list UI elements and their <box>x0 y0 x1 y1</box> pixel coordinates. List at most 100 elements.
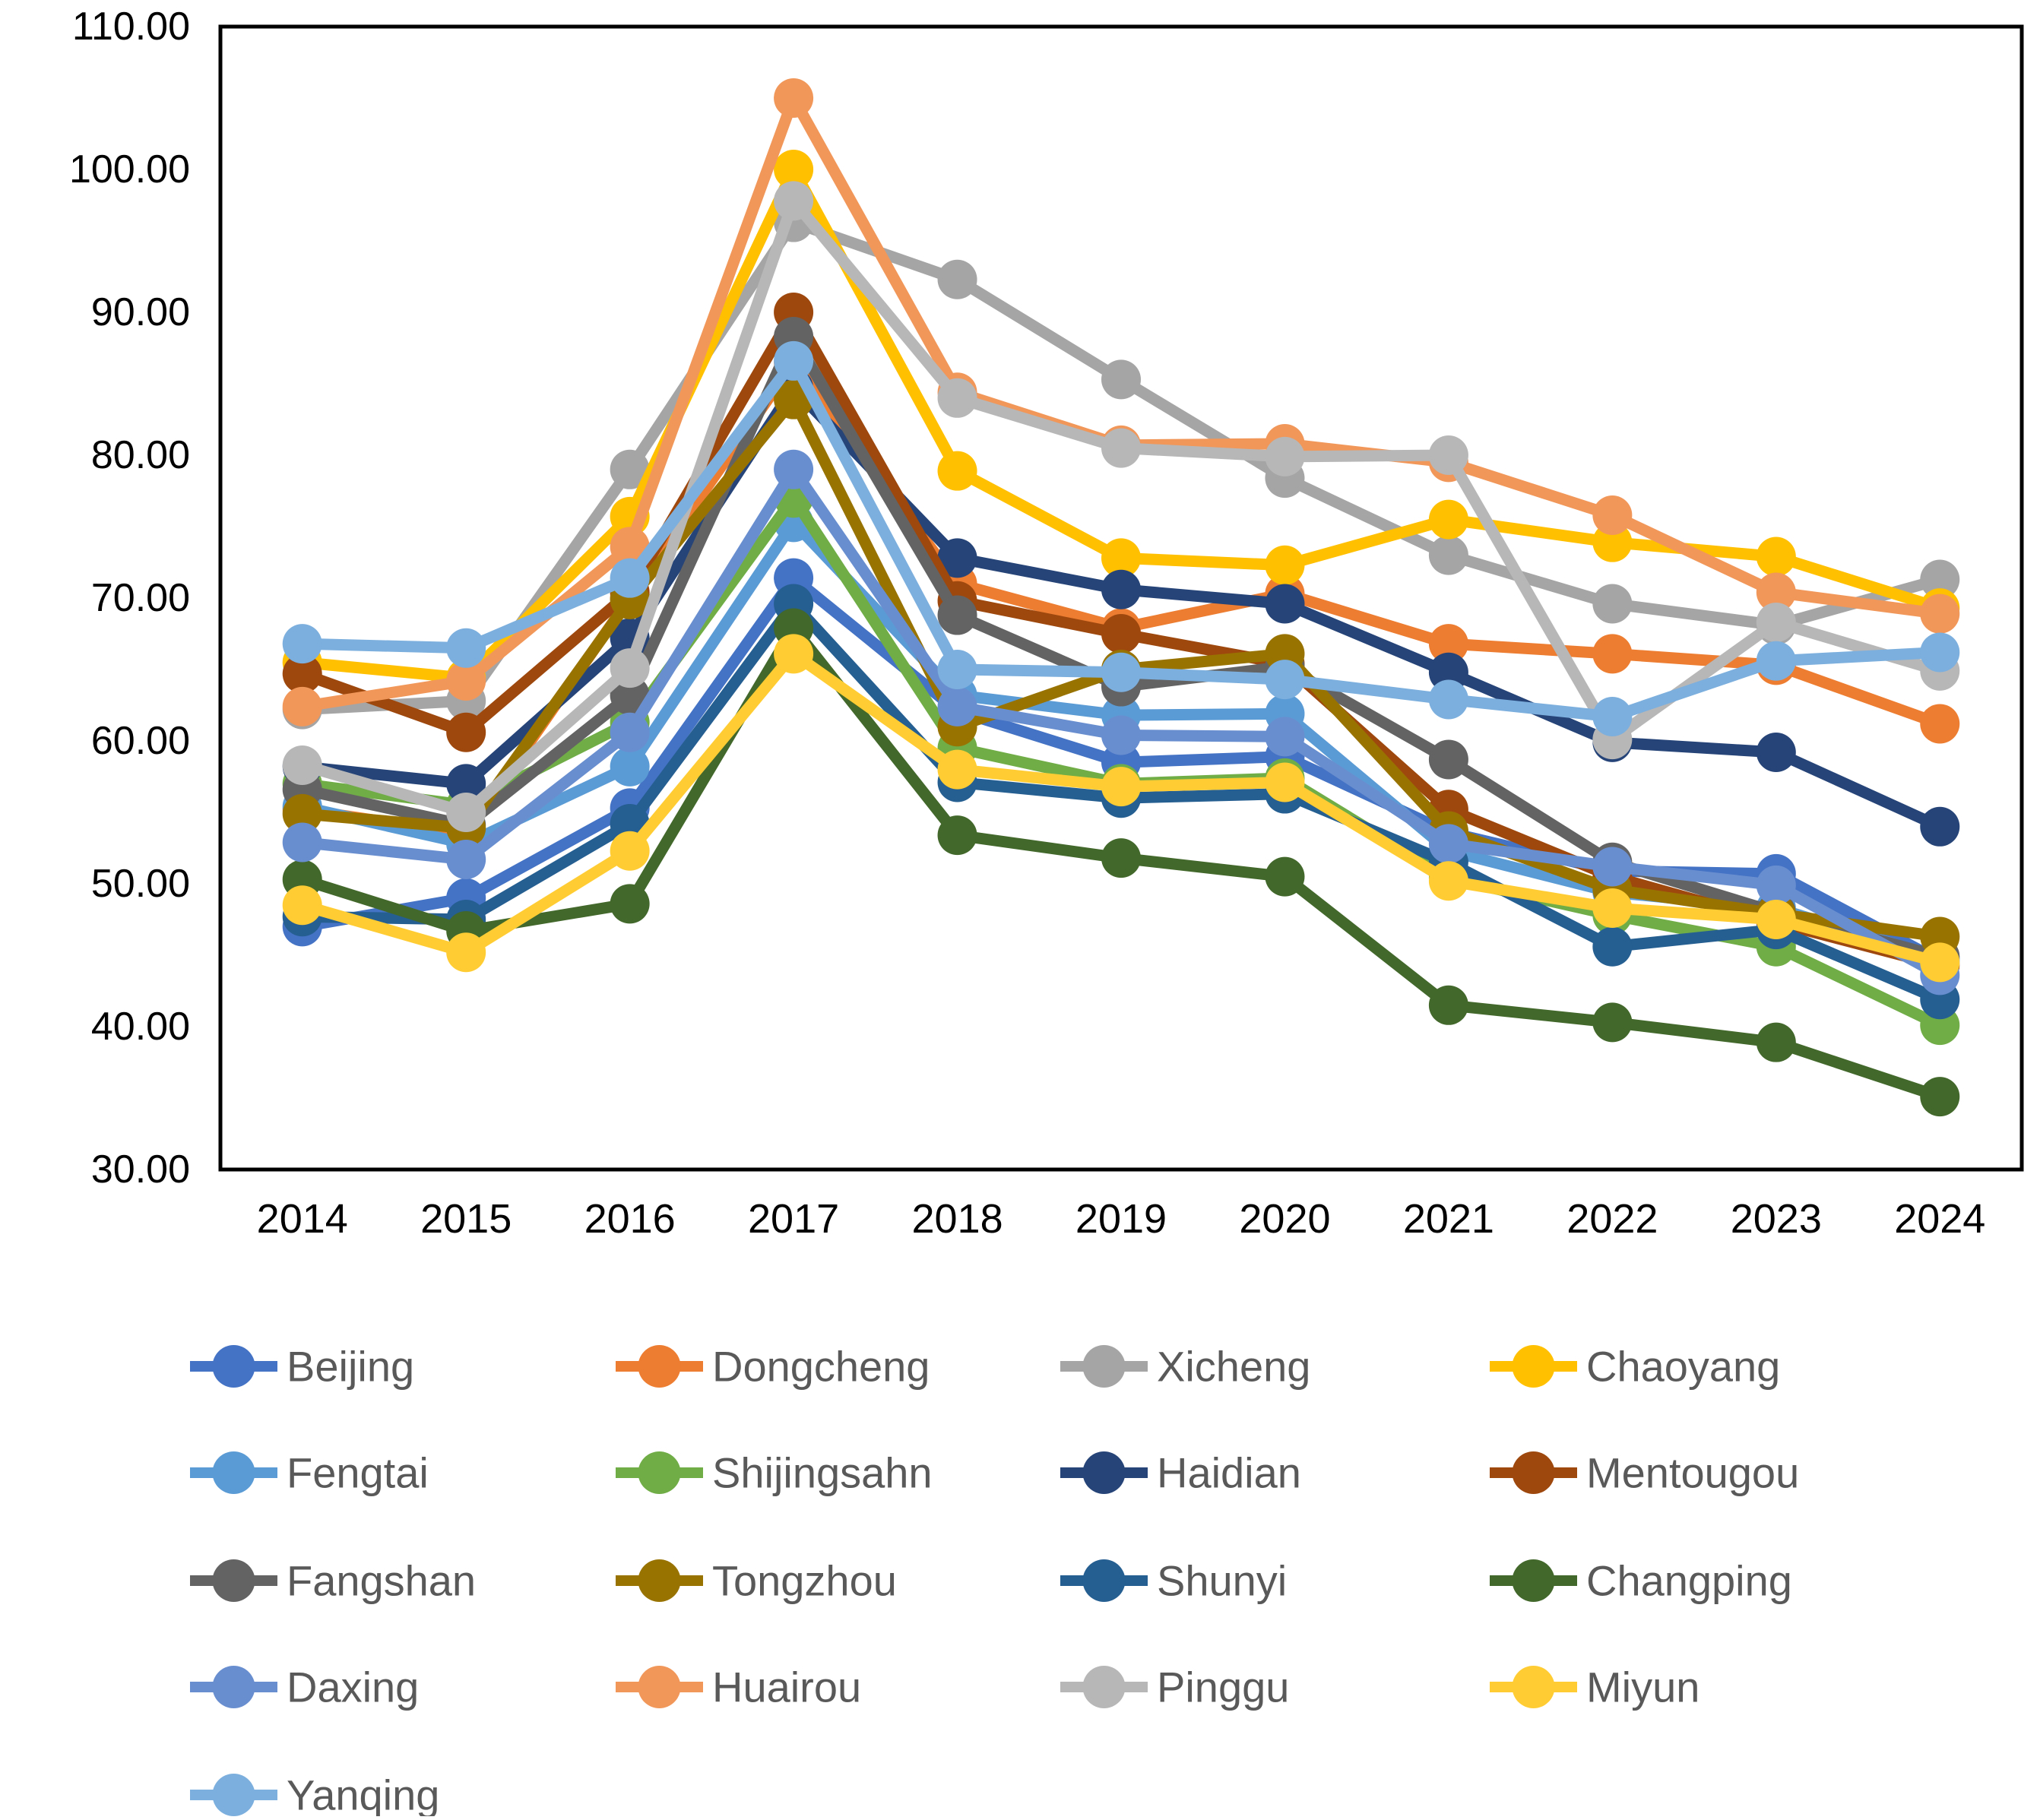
data-point-xicheng-2016 <box>610 449 650 489</box>
data-point-changping-2024 <box>1920 1077 1960 1117</box>
data-point-miyun-2015 <box>446 932 486 973</box>
legend-marker-dot <box>1082 1451 1126 1494</box>
data-point-daxing-2021 <box>1428 824 1468 864</box>
y-tick-label: 100.00 <box>69 147 190 191</box>
data-point-xicheng-2021 <box>1428 535 1468 575</box>
data-point-changping-2022 <box>1592 1002 1633 1043</box>
data-point-yanqing-2024 <box>1920 632 1960 673</box>
plot-border <box>218 24 2024 1172</box>
data-point-dongcheng-2024 <box>1920 704 1960 744</box>
data-point-fengtai-2016 <box>610 746 650 787</box>
data-point-miyun-2024 <box>1920 942 1960 983</box>
legend-marker-dot <box>1082 1559 1126 1602</box>
legend-item-chaoyang: Chaoyang <box>1490 1343 1780 1391</box>
data-point-miyun-2023 <box>1756 900 1796 939</box>
data-point-pinggu-2023 <box>1756 602 1796 642</box>
legend-label: Xicheng <box>1157 1343 1310 1391</box>
data-point-daxing-2016 <box>610 712 650 752</box>
data-point-chaoyang-2019 <box>1101 538 1141 578</box>
legend-marker-dot <box>1512 1666 1555 1708</box>
x-tick-label: 2019 <box>1075 1196 1167 1242</box>
data-point-haidian-2015 <box>446 764 486 804</box>
data-point-haidian-2024 <box>1920 806 1960 847</box>
data-point-miyun-2021 <box>1428 861 1468 901</box>
data-point-chaoyang-2017 <box>774 150 814 189</box>
x-tick-label: 2021 <box>1403 1196 1494 1242</box>
legend-label: Dongcheng <box>712 1343 930 1391</box>
legend-item-mentougou: Mentougou <box>1490 1449 1799 1497</box>
legend-item-xicheng: Xicheng <box>1060 1343 1310 1391</box>
legend-label: Tongzhou <box>712 1557 897 1605</box>
legend-label: Fangshan <box>287 1557 476 1605</box>
data-point-xicheng-2019 <box>1101 359 1141 400</box>
legend-item-fangshan: Fangshan <box>190 1557 476 1605</box>
data-point-yanqing-2018 <box>937 650 977 689</box>
legend-label: Mentougou <box>1586 1449 1799 1497</box>
data-point-miyun-2017 <box>774 634 814 674</box>
legend-label: Pinggu <box>1157 1663 1289 1711</box>
data-point-yanqing-2022 <box>1592 697 1633 737</box>
data-point-chaoyang-2018 <box>937 451 977 491</box>
legend-marker-dot <box>638 1451 681 1494</box>
legend-marker-dot <box>1082 1666 1126 1708</box>
data-point-yanqing-2016 <box>610 558 650 598</box>
data-point-yanqing-2019 <box>1101 652 1141 692</box>
legend-marker-dot <box>638 1345 681 1388</box>
legend-marker-dot <box>1512 1451 1555 1494</box>
legend-marker-dot <box>1082 1345 1126 1388</box>
x-axis-tick-labels: 2014 2015 2016 2017 2018 2019 2020 2021 2022 2023… <box>257 1196 1986 1242</box>
legend-marker-dot <box>212 1345 255 1388</box>
y-tick-label: 90.00 <box>91 290 190 334</box>
data-point-dongcheng-2021 <box>1428 624 1468 664</box>
data-point-pinggu-2016 <box>610 648 650 688</box>
legend-item-miyun: Miyun <box>1490 1663 1699 1711</box>
data-point-pinggu-2018 <box>937 378 977 418</box>
legend-item-haidian: Haidian <box>1060 1449 1301 1497</box>
data-point-yanqing-2014 <box>282 624 322 664</box>
legend-marker-dot <box>212 1559 255 1602</box>
data-point-miyun-2019 <box>1101 767 1141 807</box>
legend-marker-dot <box>212 1774 255 1816</box>
data-point-fangshan-2018 <box>937 595 977 635</box>
legend-item-shunyi: Shunyi <box>1060 1557 1287 1605</box>
legend-item-daxing: Daxing <box>190 1663 419 1711</box>
data-point-yanqing-2017 <box>774 340 814 381</box>
y-tick-label: 40.00 <box>91 1005 190 1049</box>
data-point-miyun-2020 <box>1265 762 1305 802</box>
data-point-daxing-2014 <box>282 822 322 863</box>
data-point-huairou-2017 <box>774 78 814 118</box>
legend-label: Yanqing <box>287 1771 439 1817</box>
data-point-huairou-2023 <box>1756 572 1796 612</box>
data-point-chaoyang-2020 <box>1265 545 1305 585</box>
data-point-daxing-2018 <box>937 686 977 726</box>
legend-label: Chaoyang <box>1586 1343 1780 1391</box>
legend-item-pinggu: Pinggu <box>1060 1663 1289 1711</box>
data-point-huairou-2015 <box>446 661 486 701</box>
legend-marker-dot <box>1512 1559 1555 1602</box>
data-point-daxing-2019 <box>1101 715 1141 755</box>
legend-label: Haidian <box>1157 1449 1301 1497</box>
data-point-miyun-2022 <box>1592 888 1633 928</box>
data-point-yanqing-2023 <box>1756 641 1796 681</box>
data-point-chaoyang-2022 <box>1592 522 1633 562</box>
legend-label: Daxing <box>287 1663 419 1711</box>
data-point-pinggu-2019 <box>1101 428 1141 468</box>
data-point-mentougou-2019 <box>1101 614 1141 654</box>
data-point-daxing-2023 <box>1756 865 1796 905</box>
data-point-daxing-2022 <box>1592 847 1633 887</box>
x-tick-label: 2016 <box>584 1196 676 1242</box>
data-point-chaoyang-2021 <box>1428 499 1468 540</box>
data-point-haidian-2021 <box>1428 652 1468 692</box>
data-point-yanqing-2021 <box>1428 679 1468 720</box>
legend-item-huairou: Huairou <box>616 1663 861 1711</box>
data-point-daxing-2017 <box>774 449 814 489</box>
data-point-miyun-2014 <box>282 885 322 926</box>
legend-label: Miyun <box>1586 1663 1699 1711</box>
x-tick-label: 2023 <box>1731 1196 1822 1242</box>
legend-marker-dot <box>212 1666 255 1708</box>
x-tick-label: 2017 <box>748 1196 839 1242</box>
data-point-miyun-2018 <box>937 749 977 790</box>
series-miyun <box>282 634 1960 983</box>
